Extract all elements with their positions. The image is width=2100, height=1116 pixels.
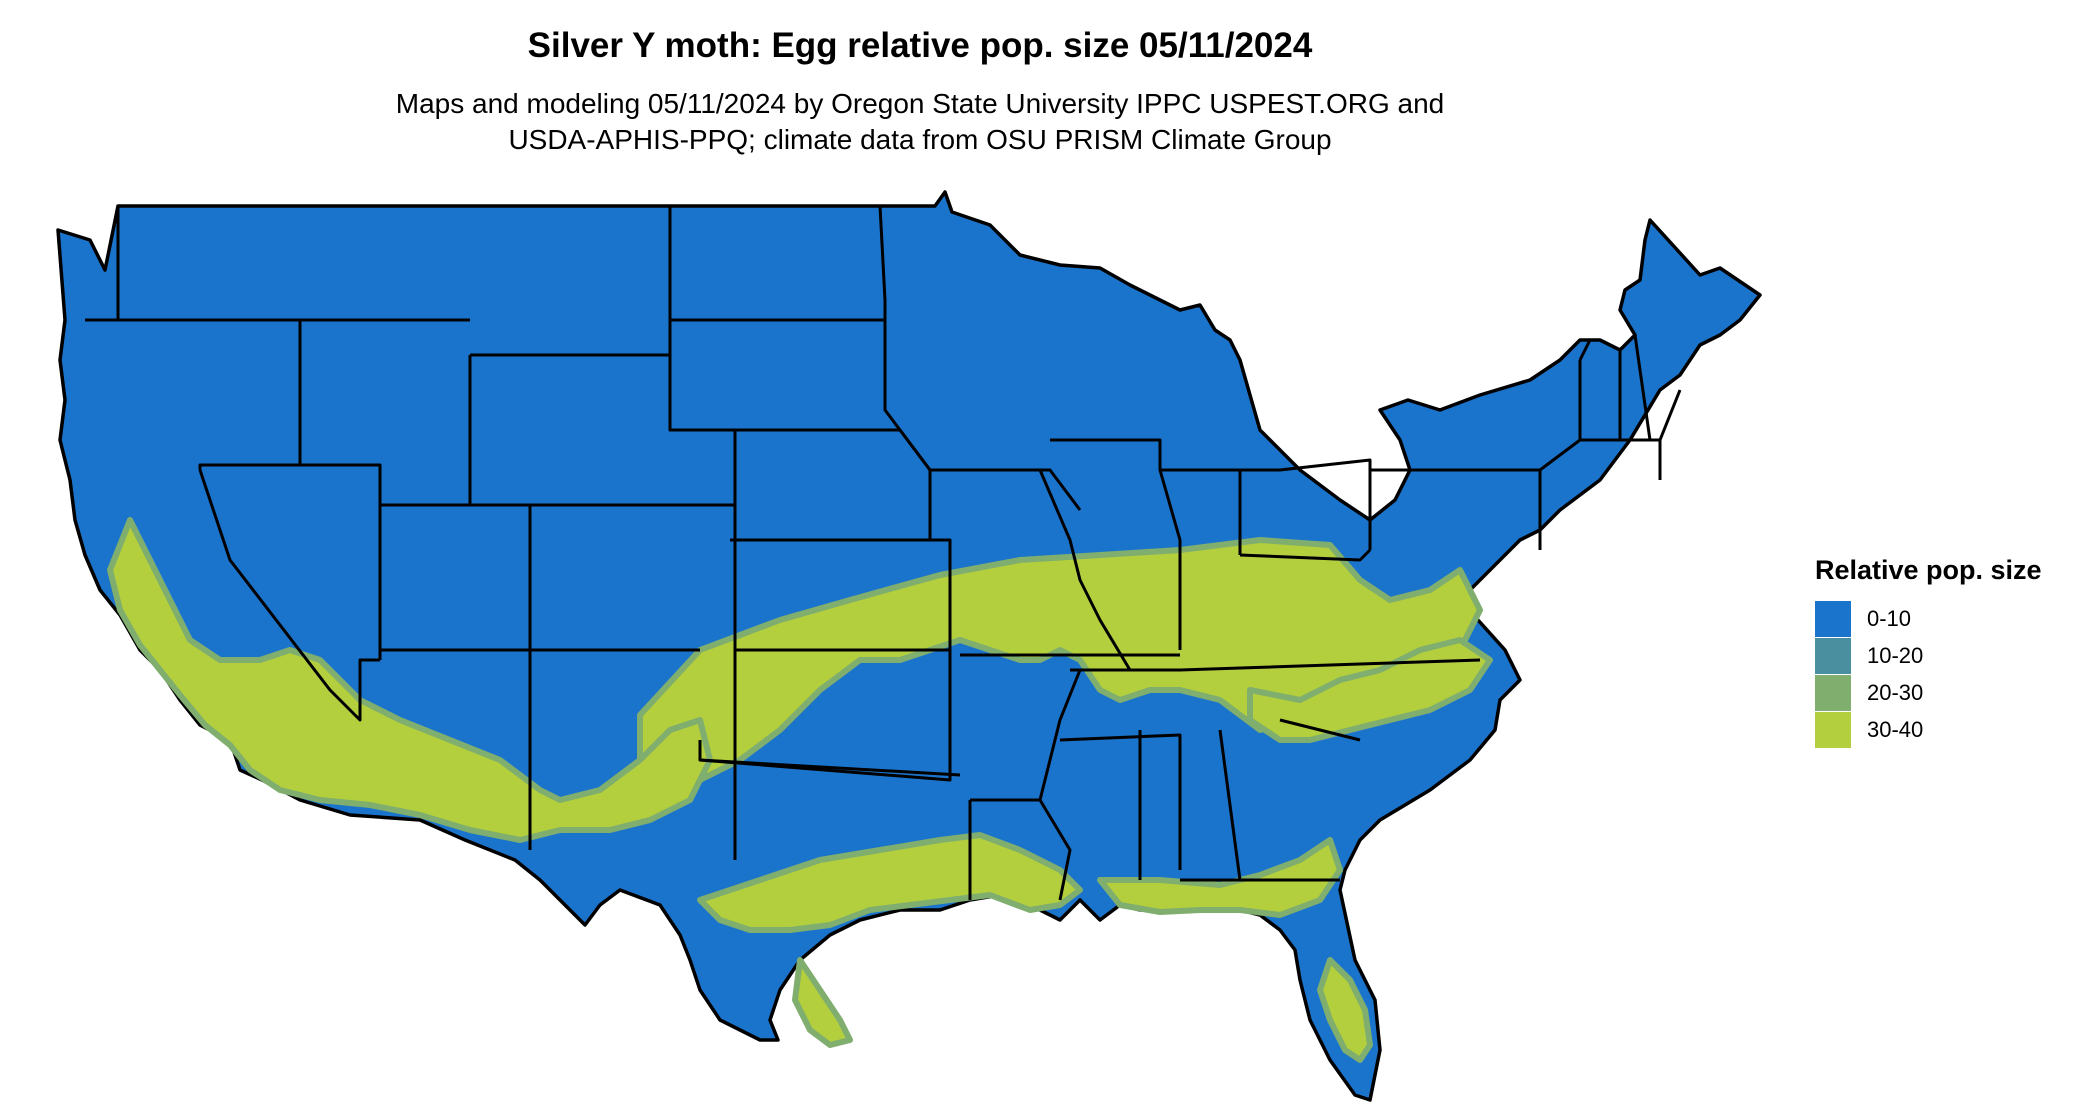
southwest-band xyxy=(107,517,713,843)
legend-title: Relative pop. size xyxy=(1815,555,2042,585)
pop-size-30-40-areas xyxy=(107,517,1493,1063)
state-borders xyxy=(85,205,1682,901)
legend-label: 0-10 xyxy=(1867,605,1912,631)
south-texas-band xyxy=(792,957,853,1048)
subtitle-line-1: Maps and modeling 05/11/2024 by Oregon S… xyxy=(395,88,1445,119)
gulf-coast-band xyxy=(1097,837,1343,918)
legend-label: 20-30 xyxy=(1867,679,1924,705)
legend-item: 0-10 xyxy=(1815,600,2042,637)
legend-swatch xyxy=(1815,711,1851,748)
texas-gulf-band xyxy=(697,832,1083,933)
southeast-band xyxy=(1247,637,1493,743)
florida-band xyxy=(1317,957,1373,1063)
legend-label: 30-40 xyxy=(1867,716,1924,742)
map-title: Silver Y moth: Egg relative pop. size 05… xyxy=(527,26,1313,65)
map-subtitle: Maps and modeling 05/11/2024 by Oregon S… xyxy=(0,86,1840,158)
us-map xyxy=(56,190,1762,1102)
legend: Relative pop. size 0-10 10-20 20-30 30-4… xyxy=(1815,555,2042,748)
legend-swatch xyxy=(1815,637,1851,674)
legend-swatch xyxy=(1815,674,1851,711)
legend-item: 30-40 xyxy=(1815,711,2042,748)
legend-label: 10-20 xyxy=(1867,642,1924,668)
legend-swatch xyxy=(1815,600,1851,637)
subtitle-line-2: USDA-APHIS-PPQ; climate data from OSU PR… xyxy=(508,124,1332,155)
legend-item: 20-30 xyxy=(1815,674,2042,711)
legend-item: 10-20 xyxy=(1815,637,2042,674)
